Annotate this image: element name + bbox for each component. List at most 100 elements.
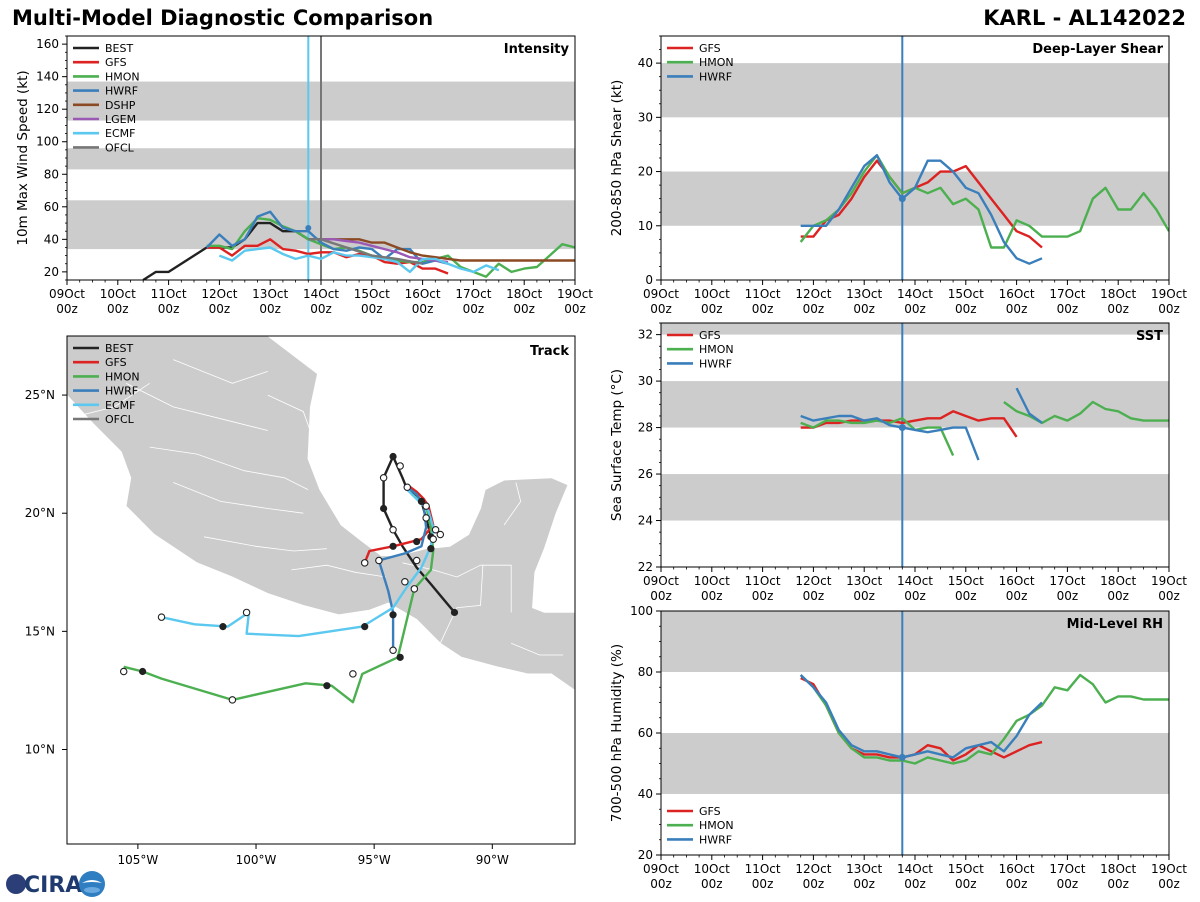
intensity-xtick-day: 09Oct — [49, 287, 85, 301]
state-border — [125, 382, 268, 431]
logo-globe-left-icon — [6, 874, 26, 894]
rh-xtick-hour: 00z — [1107, 877, 1129, 891]
track-position-open — [403, 483, 411, 491]
sst-xtick-day: 14Oct — [897, 574, 933, 588]
sst-xtick-hour: 00z — [701, 589, 723, 603]
sst-legend-label-gfs: GFS — [699, 329, 721, 342]
track-position-filled — [361, 623, 369, 631]
shear-legend-label-hwrf: HWRF — [699, 70, 732, 83]
rh-xtick-day: 10Oct — [694, 862, 730, 876]
intensity-xtick-hour: 00z — [158, 302, 180, 316]
intensity-xtick-day: 10Oct — [100, 287, 136, 301]
sst-chart: 22242628303209Oct00z10Oct00z11Oct00z12Oc… — [609, 322, 1187, 603]
intensity-xtick-hour: 00z — [259, 302, 281, 316]
intensity-legend-label-gfs: GFS — [105, 56, 127, 69]
intensity-xtick-hour: 00z — [56, 302, 78, 316]
shear-xtick-day: 16Oct — [999, 287, 1035, 301]
shear-xtick-hour: 00z — [752, 302, 774, 316]
state-border — [511, 642, 564, 656]
intensity-legend-label-dshp: DSHP — [105, 99, 136, 112]
rh-xtick-day: 18Oct — [1100, 862, 1136, 876]
track-position-open — [379, 474, 388, 482]
track-legend-label-ecmf: ECMF — [105, 399, 135, 412]
intensity-xtick-hour: 00z — [361, 302, 383, 316]
intensity-xtick-hour: 00z — [310, 302, 332, 316]
rh-xtick-hour: 00z — [1158, 877, 1180, 891]
track-position-open — [375, 556, 383, 565]
track-series-ecmf — [161, 488, 435, 638]
track-xtick-label: 100°W — [236, 853, 277, 867]
track-position-open — [436, 530, 445, 539]
rh-xtick-day: 14Oct — [897, 862, 933, 876]
shear-band — [661, 63, 1169, 118]
shear-title: Deep-Layer Shear — [1032, 42, 1163, 57]
track-position-filled — [427, 545, 435, 553]
intensity-legend-label-hmon: HMON — [105, 70, 140, 83]
rh-series-hmon — [799, 673, 1169, 765]
intensity-xtick-day: 11Oct — [151, 287, 187, 301]
track-xtick-label: 95°W — [358, 853, 391, 867]
rh-ytick-label: 100 — [630, 604, 653, 618]
track-position-open — [422, 502, 430, 510]
intensity-xtick-day: 18Oct — [506, 287, 542, 301]
track-position-open — [119, 667, 128, 676]
state-border — [173, 359, 268, 384]
rh-xtick-hour: 00z — [853, 877, 875, 891]
track-position-open — [389, 525, 397, 534]
sst-series-hmon — [1003, 400, 1169, 425]
track-legend-label-best: BEST — [105, 342, 133, 355]
track-position-filled — [389, 452, 397, 461]
sst-xtick-day: 15Oct — [948, 574, 984, 588]
sst-legend-label-hmon: HMON — [699, 343, 734, 356]
sst-xtick-day: 18Oct — [1100, 574, 1136, 588]
shear-ytick-label: 10 — [638, 219, 653, 233]
track-ytick-label: 20°N — [25, 506, 55, 520]
intensity-legend-label-ecmf: ECMF — [105, 127, 135, 140]
logo-globe-right-icon — [79, 871, 105, 897]
track-ytick-label: 15°N — [25, 624, 55, 638]
rh-xtick-day: 16Oct — [999, 862, 1035, 876]
track-position-filled — [380, 504, 388, 513]
state-border — [480, 564, 512, 613]
shear-xtick-hour: 00z — [904, 302, 926, 316]
mexico-landmass — [67, 336, 575, 691]
rh-legend-label-gfs: GFS — [699, 805, 721, 818]
intensity-series-ecmf — [218, 246, 500, 274]
cira-logo: CIRA — [4, 868, 108, 898]
sst-xtick-hour: 00z — [1107, 589, 1129, 603]
intensity-title: Intensity — [504, 42, 570, 57]
shear-ylabel: 200-850 hPa Shear (kt) — [609, 80, 625, 237]
shear-xtick-day: 17Oct — [1049, 287, 1085, 301]
intensity-xtick-day: 15Oct — [354, 287, 390, 301]
rh-xtick-day: 15Oct — [948, 862, 984, 876]
intensity-xtick-day: 14Oct — [303, 287, 339, 301]
intensity-ytick-label: 60 — [44, 200, 59, 214]
track-position-filled — [389, 542, 397, 550]
intensity-legend-label-ofcl: OFCL — [105, 141, 135, 154]
sst-xtick-hour: 00z — [650, 589, 672, 603]
sst-xtick-hour: 00z — [955, 589, 977, 603]
sst-ytick-label: 28 — [638, 421, 653, 435]
rh-xtick-day: 17Oct — [1049, 862, 1085, 876]
track-position-open — [228, 696, 237, 704]
rh-xtick-day: 09Oct — [643, 862, 679, 876]
shear-xtick-hour: 00z — [701, 302, 723, 316]
shear-xtick-hour: 00z — [803, 302, 825, 316]
rh-xtick-hour: 00z — [904, 877, 926, 891]
shear-legend-label-gfs: GFS — [699, 42, 721, 55]
shear-xtick-day: 11Oct — [745, 287, 781, 301]
shear-xtick-hour: 00z — [955, 302, 977, 316]
intensity-xtick-day: 17Oct — [455, 287, 491, 301]
track-position-filled — [323, 682, 331, 690]
shear-xtick-day: 14Oct — [897, 287, 933, 301]
intensity-ytick-label: 80 — [44, 167, 59, 181]
sst-xtick-day: 16Oct — [999, 574, 1035, 588]
track-position-filled — [139, 667, 147, 676]
sst-xtick-hour: 00z — [1158, 589, 1180, 603]
rh-xtick-day: 12Oct — [795, 862, 831, 876]
intensity-legend-label-lgem: LGEM — [105, 113, 136, 126]
rh-legend-label-hmon: HMON — [699, 819, 734, 832]
